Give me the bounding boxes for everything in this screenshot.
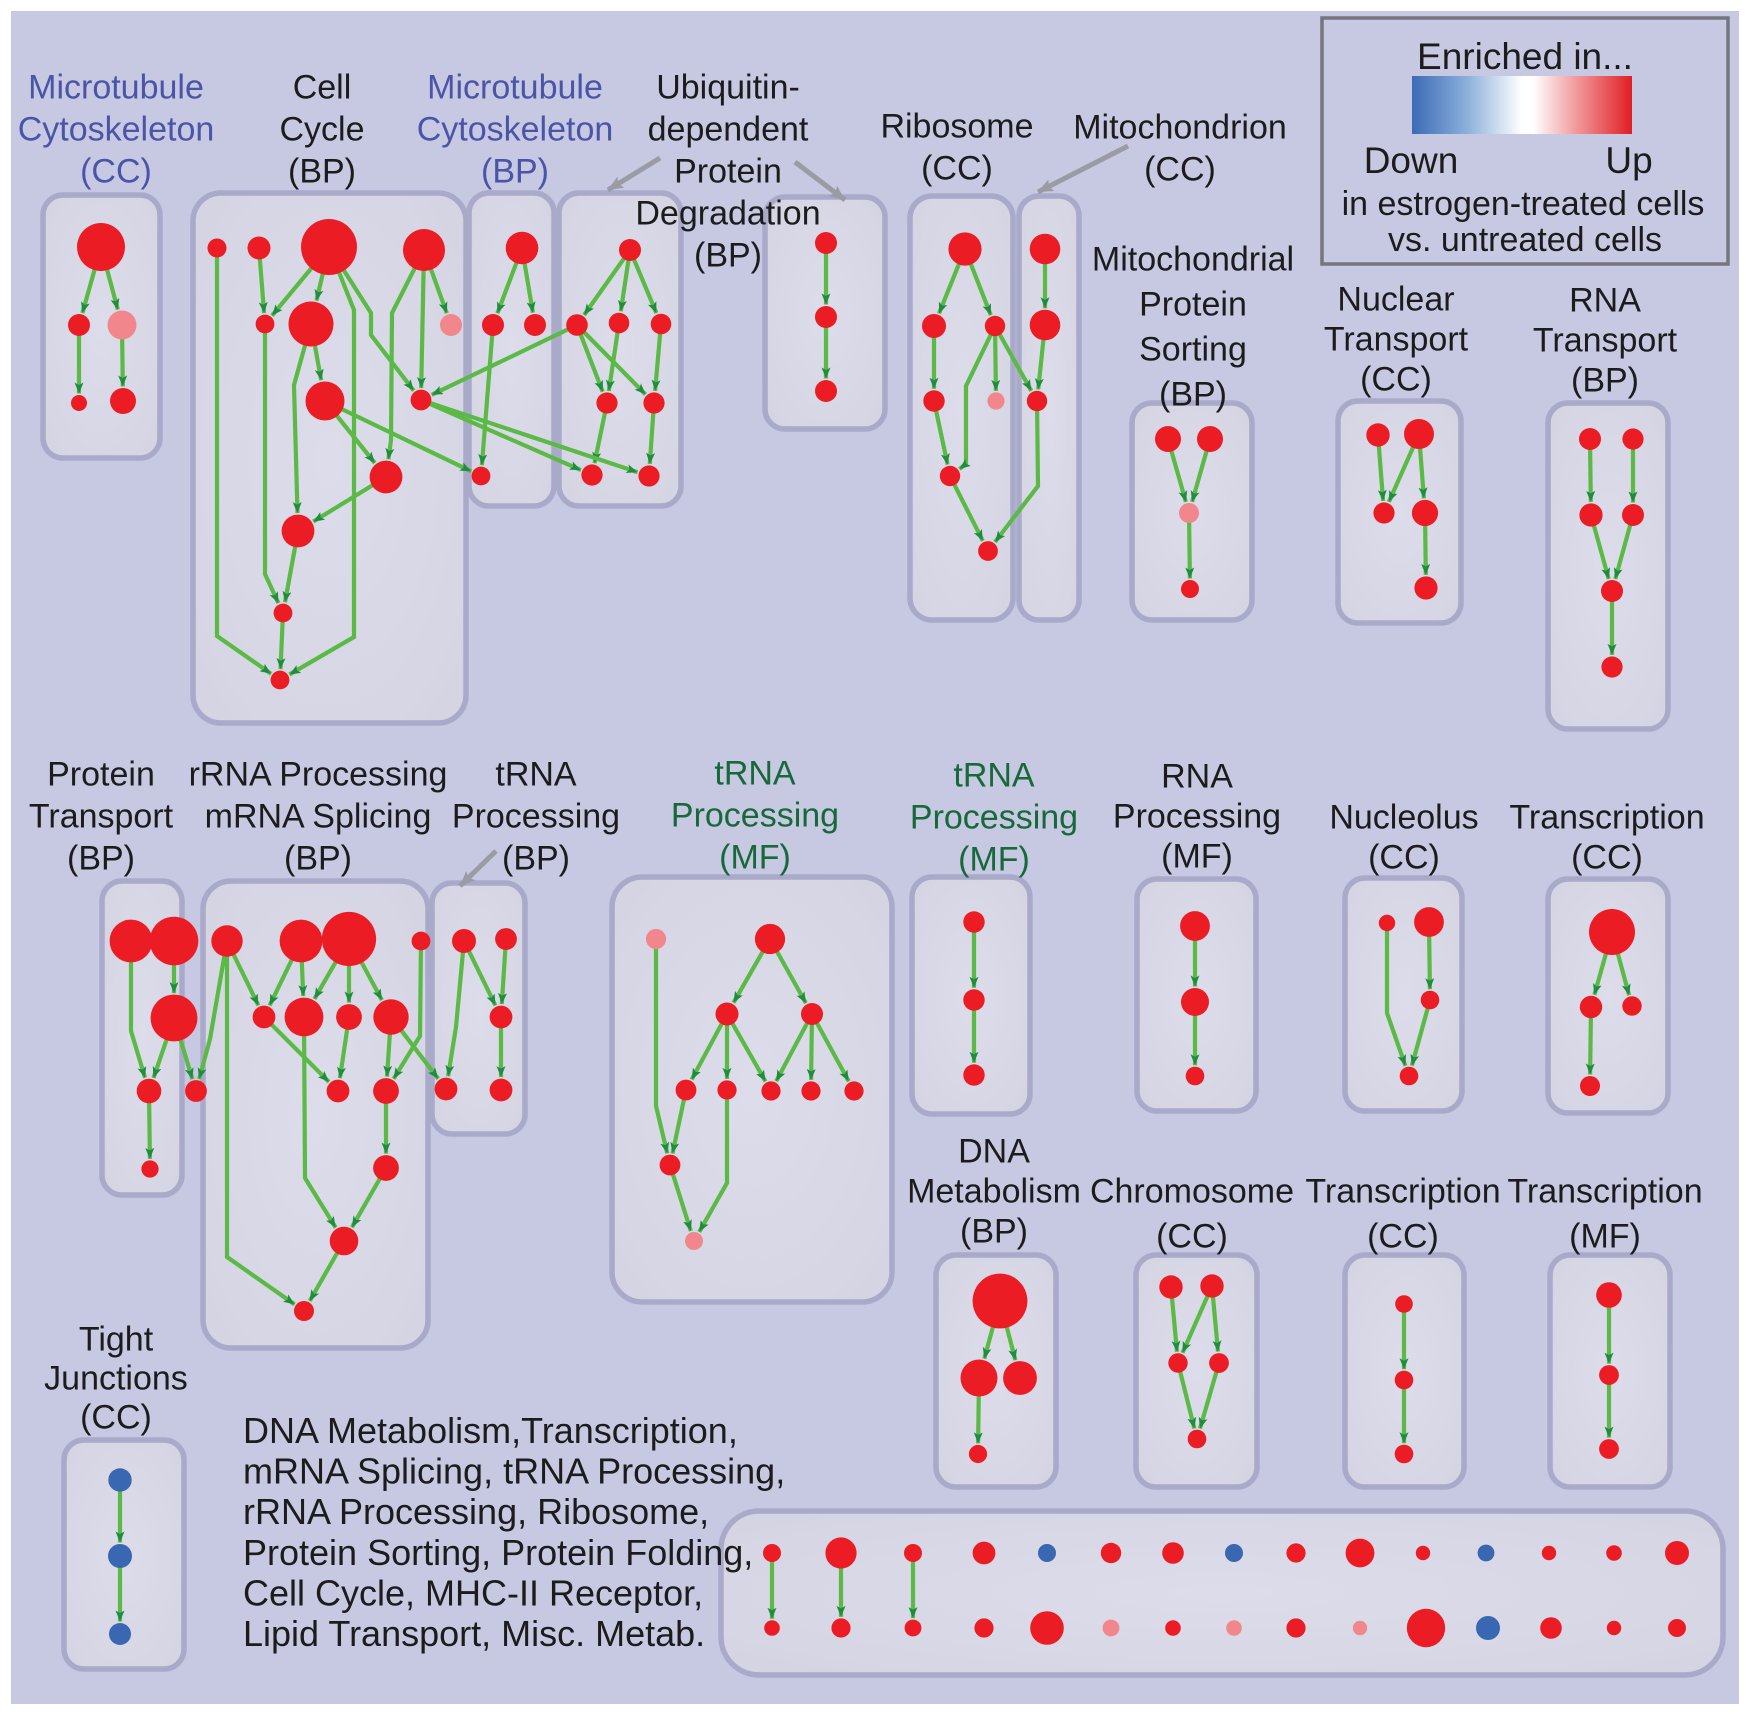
svg-text:Up: Up xyxy=(1605,140,1652,181)
svg-text:Transport: Transport xyxy=(29,797,174,835)
svg-text:Lipid Transport, Misc. Metab.: Lipid Transport, Misc. Metab. xyxy=(243,1613,705,1654)
svg-text:(CC): (CC) xyxy=(80,152,152,190)
svg-text:Microtubule: Microtubule xyxy=(427,68,603,106)
svg-text:mRNA Splicing, tRNA Processing: mRNA Splicing, tRNA Processing, xyxy=(243,1451,785,1492)
svg-text:Tight: Tight xyxy=(79,1320,154,1358)
svg-text:(CC): (CC) xyxy=(1367,1217,1439,1255)
svg-text:Transport: Transport xyxy=(1533,321,1678,359)
svg-text:(CC): (CC) xyxy=(1360,360,1432,398)
svg-text:(MF): (MF) xyxy=(719,838,791,876)
svg-text:(MF): (MF) xyxy=(1161,837,1233,875)
svg-text:Protein: Protein xyxy=(674,152,782,190)
svg-text:Processing: Processing xyxy=(1113,797,1281,835)
svg-text:rRNA Processing, Ribosome,: rRNA Processing, Ribosome, xyxy=(243,1491,709,1532)
svg-text:Ribosome: Ribosome xyxy=(880,107,1033,145)
svg-text:(BP): (BP) xyxy=(284,839,352,877)
svg-text:Transcription: Transcription xyxy=(1507,1172,1702,1210)
svg-text:(CC): (CC) xyxy=(1144,150,1216,188)
svg-text:Cytoskeleton: Cytoskeleton xyxy=(18,110,215,148)
svg-text:(BP): (BP) xyxy=(1571,361,1639,399)
svg-text:Junctions: Junctions xyxy=(44,1359,188,1397)
svg-text:Mitochondrion: Mitochondrion xyxy=(1073,108,1287,146)
svg-text:Processing: Processing xyxy=(910,798,1078,836)
svg-text:Mitochondrial: Mitochondrial xyxy=(1092,240,1294,278)
svg-text:Cycle: Cycle xyxy=(279,110,364,148)
svg-text:Processing: Processing xyxy=(671,796,839,834)
svg-text:DNA Metabolism,Transcription,: DNA Metabolism,Transcription, xyxy=(243,1410,738,1451)
svg-text:(CC): (CC) xyxy=(1571,838,1643,876)
svg-text:Processing: Processing xyxy=(452,797,620,835)
svg-text:(MF): (MF) xyxy=(1569,1217,1641,1255)
svg-text:Microtubule: Microtubule xyxy=(28,68,204,106)
svg-text:Protein: Protein xyxy=(47,755,155,793)
svg-text:(BP): (BP) xyxy=(502,839,570,877)
svg-text:(MF): (MF) xyxy=(958,840,1030,878)
svg-text:Down: Down xyxy=(1364,140,1459,181)
svg-text:(BP): (BP) xyxy=(694,236,762,274)
svg-text:tRNA: tRNA xyxy=(495,755,577,793)
svg-text:Nucleolus: Nucleolus xyxy=(1329,798,1478,836)
svg-text:in estrogen-treated cells: in estrogen-treated cells xyxy=(1342,185,1705,223)
svg-text:(BP): (BP) xyxy=(960,1212,1028,1250)
svg-text:(CC): (CC) xyxy=(1156,1217,1228,1255)
svg-text:(CC): (CC) xyxy=(1368,838,1440,876)
svg-text:Protein Sorting, Protein Foldi: Protein Sorting, Protein Folding, xyxy=(243,1532,753,1573)
svg-text:Degradation: Degradation xyxy=(635,194,820,232)
svg-text:(BP): (BP) xyxy=(288,152,356,190)
svg-text:(BP): (BP) xyxy=(1159,375,1227,413)
svg-text:Cell: Cell xyxy=(293,68,352,106)
svg-text:(CC): (CC) xyxy=(921,149,993,187)
svg-text:Ubiquitin-: Ubiquitin- xyxy=(656,68,800,106)
svg-text:Sorting: Sorting xyxy=(1139,330,1247,368)
svg-text:Protein: Protein xyxy=(1139,285,1247,323)
svg-text:Cytoskeleton: Cytoskeleton xyxy=(417,110,614,148)
svg-text:rRNA Processing: rRNA Processing xyxy=(189,755,448,793)
svg-text:Cell Cycle, MHC-II Receptor,: Cell Cycle, MHC-II Receptor, xyxy=(243,1572,703,1613)
svg-text:Enriched in...: Enriched in... xyxy=(1417,36,1633,77)
svg-text:(BP): (BP) xyxy=(67,839,135,877)
svg-text:Transcription: Transcription xyxy=(1305,1172,1500,1210)
svg-text:tRNA: tRNA xyxy=(953,756,1035,794)
svg-text:RNA: RNA xyxy=(1569,281,1641,319)
svg-text:Nuclear: Nuclear xyxy=(1337,280,1454,318)
svg-text:tRNA: tRNA xyxy=(714,754,796,792)
svg-text:DNA: DNA xyxy=(958,1132,1030,1170)
svg-text:Chromosome: Chromosome xyxy=(1090,1172,1294,1210)
svg-text:(BP): (BP) xyxy=(481,152,549,190)
svg-text:Transport: Transport xyxy=(1324,320,1469,358)
svg-text:vs. untreated cells: vs. untreated cells xyxy=(1388,221,1662,259)
svg-text:Transcription: Transcription xyxy=(1509,798,1704,836)
svg-text:mRNA Splicing: mRNA Splicing xyxy=(205,797,432,835)
svg-text:dependent: dependent xyxy=(648,110,809,148)
svg-text:(CC): (CC) xyxy=(80,1398,152,1436)
svg-text:Metabolism: Metabolism xyxy=(907,1172,1081,1210)
svg-text:RNA: RNA xyxy=(1161,757,1233,795)
